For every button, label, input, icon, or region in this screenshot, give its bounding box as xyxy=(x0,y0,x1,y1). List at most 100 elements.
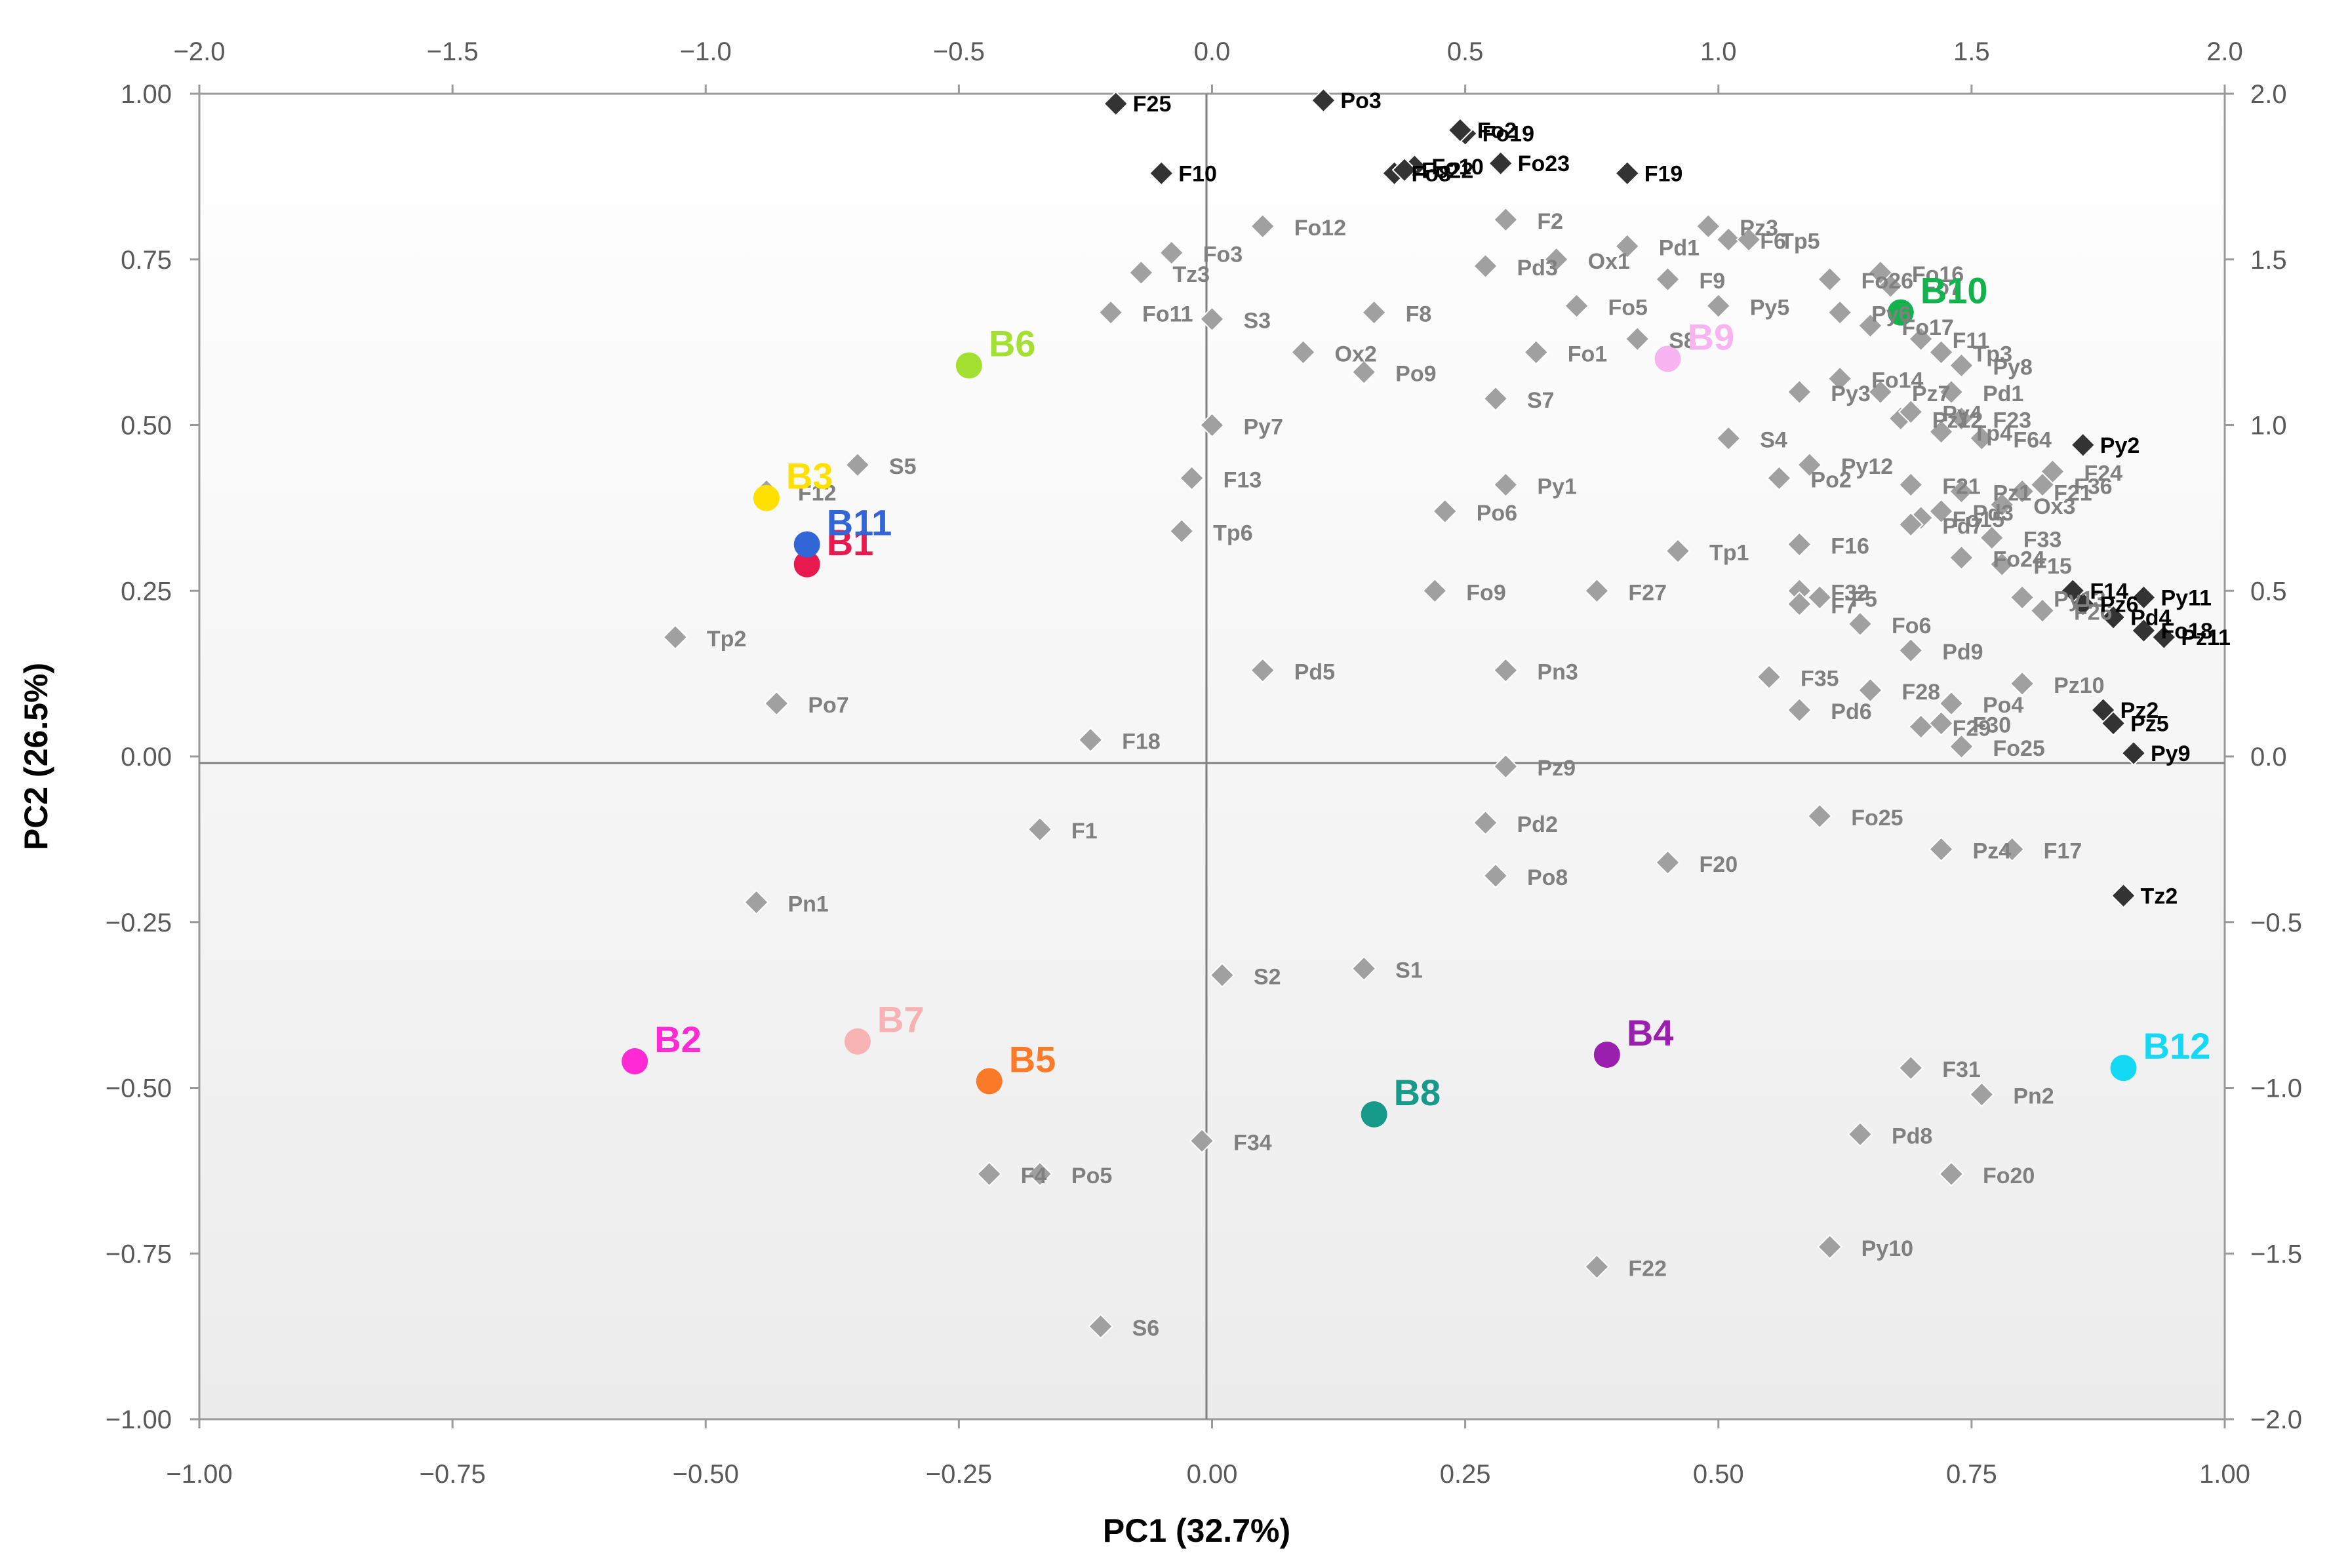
variable-point xyxy=(1786,532,1812,557)
variable-label: Fo3 xyxy=(1203,243,1243,267)
variable-label: Pz4 xyxy=(1973,839,2012,864)
variable-point xyxy=(1968,1082,1995,1108)
y2-tick-label: 1.5 xyxy=(2250,246,2287,275)
sample-point-b12 xyxy=(2110,1055,2137,1082)
y-tick-label: 0.50 xyxy=(121,412,172,441)
sample-label-b7: B7 xyxy=(877,999,925,1040)
variable-label: Pd3 xyxy=(1517,256,1558,281)
variable-label-dark: F25 xyxy=(1133,92,1172,117)
variable-point xyxy=(1847,1121,1873,1147)
variable-point xyxy=(1949,479,1974,505)
variable-label: F26 xyxy=(2074,600,2113,625)
variable-label: Py7 xyxy=(1244,415,1284,440)
x-tick-label: −1.00 xyxy=(166,1460,232,1489)
y-axis-title: PC2 (26.5%) xyxy=(18,663,54,850)
variable-label: F30 xyxy=(1973,713,2012,737)
variable-label: Py3 xyxy=(1831,382,1871,406)
variable-label: Pz1 xyxy=(1993,481,2031,506)
variable-label: Tp1 xyxy=(1709,541,1749,566)
variable-label: Pd5 xyxy=(1294,660,1335,685)
variable-point xyxy=(1695,213,1721,239)
variable-label: Fo26 xyxy=(1861,269,1913,294)
variable-point xyxy=(1179,465,1205,491)
variable-label: Pd1 xyxy=(1983,382,2023,406)
variable-point xyxy=(2029,598,2056,623)
variable-label: F24 xyxy=(2084,461,2122,486)
variable-label: Fo20 xyxy=(1983,1164,2035,1188)
variable-label: F7 xyxy=(1831,593,1857,618)
variable-label: Po9 xyxy=(1395,362,1436,387)
variable-label-dark: Pz11 xyxy=(2181,625,2231,650)
variable-point xyxy=(2029,472,2056,498)
variable-point xyxy=(1928,498,1954,524)
variable-label: Fo7 xyxy=(1922,275,1961,300)
variable-point xyxy=(1736,227,1762,252)
variable-label: Fo24 xyxy=(1993,547,2044,572)
variable-point xyxy=(1938,1161,1964,1187)
variable-point xyxy=(1928,711,1954,736)
variable-point xyxy=(1827,300,1853,326)
sample-label-b12: B12 xyxy=(2143,1025,2211,1067)
variable-label: F13 xyxy=(1224,467,1262,492)
variable-label-dark: Fo19 xyxy=(1483,122,1534,147)
variable-point xyxy=(845,452,871,478)
y2-tick-label: 2.0 xyxy=(2250,80,2287,109)
variable-label: Pz9 xyxy=(1537,756,1576,781)
variable-label: F21 xyxy=(1942,474,1981,499)
variable-point-dark xyxy=(2070,432,2096,458)
sample-label-b6: B6 xyxy=(989,323,1036,364)
variable-point-dark xyxy=(2070,591,2096,617)
variable-label-dark: Fo10 xyxy=(1431,155,1483,180)
x2-tick-label: −0.5 xyxy=(933,37,985,66)
y2-tick-label: −1.5 xyxy=(2250,1240,2302,1268)
variable-point xyxy=(1027,816,1053,842)
variable-label: F16 xyxy=(1831,534,1869,559)
variable-point xyxy=(1949,545,1974,571)
variable-point xyxy=(1817,266,1843,292)
y-tick-label: 0.00 xyxy=(121,743,172,772)
variable-label: Ox3 xyxy=(2033,494,2075,519)
variable-point xyxy=(1786,379,1812,405)
variable-label: F33 xyxy=(2023,527,2062,552)
variable-point xyxy=(1027,1161,1053,1187)
y-tick-label: −0.75 xyxy=(106,1240,172,1268)
variable-point xyxy=(1523,339,1549,365)
variable-point xyxy=(1898,472,1924,498)
sample-point-b3 xyxy=(753,484,780,511)
variable-point-dark xyxy=(1488,150,1514,176)
x2-tick-label: 0.5 xyxy=(1447,37,1484,66)
variable-label: F29 xyxy=(1953,716,1991,741)
variable-point xyxy=(1361,300,1387,326)
sample-label-b2: B2 xyxy=(654,1019,702,1060)
variable-label-dark: Fo18 xyxy=(2160,619,2212,644)
variable-label: Po6 xyxy=(1477,501,1517,526)
variable-point xyxy=(1543,246,1570,273)
x2-tick-label: −2.0 xyxy=(174,37,226,66)
variable-point xyxy=(1168,518,1195,544)
variable-point xyxy=(1847,611,1873,637)
variable-point xyxy=(1949,353,1974,378)
variable-point-dark xyxy=(2151,624,2177,650)
variable-point xyxy=(1938,690,1964,716)
variable-point-dark xyxy=(1148,160,1174,186)
variable-label: Tp6 xyxy=(1213,520,1252,545)
variable-point xyxy=(1422,578,1448,604)
variable-point xyxy=(1492,206,1519,233)
variable-label-dark: Fo2 xyxy=(1477,119,1517,144)
variable-label: F6 xyxy=(1760,229,1786,254)
variable-label-dark: F19 xyxy=(1644,161,1683,186)
sample-point-b7 xyxy=(844,1028,871,1055)
variable-label: Po5 xyxy=(1071,1164,1112,1188)
sample-point-b8 xyxy=(1361,1101,1387,1127)
variable-label: F2 xyxy=(1537,209,1563,234)
variable-label: Py10 xyxy=(1861,1236,1913,1261)
variable-label: Tz3 xyxy=(1172,262,1210,287)
variable-label: Fo16 xyxy=(1912,262,1964,287)
variable-label: Pz3 xyxy=(1740,216,1778,241)
variable-point xyxy=(1827,366,1853,392)
variable-point xyxy=(1665,538,1691,564)
variable-point xyxy=(1715,425,1742,452)
variable-point-dark xyxy=(2100,711,2126,736)
x-tick-label: 1.00 xyxy=(2199,1460,2250,1489)
